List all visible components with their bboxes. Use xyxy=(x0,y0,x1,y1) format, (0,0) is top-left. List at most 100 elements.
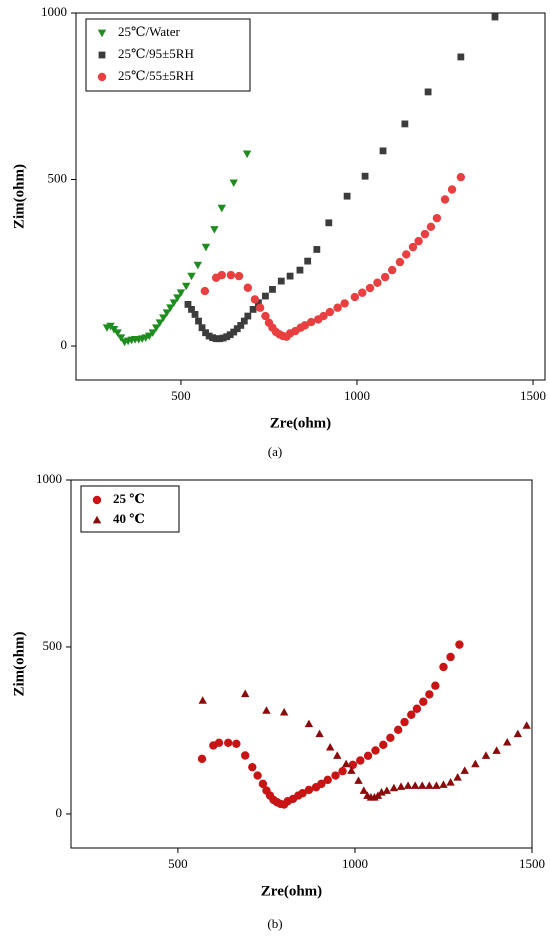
point xyxy=(307,317,316,327)
point xyxy=(286,272,294,280)
point xyxy=(184,301,192,308)
point xyxy=(325,219,333,227)
point xyxy=(331,771,340,780)
x-axis-label: Zre(ohm) xyxy=(261,883,322,899)
point xyxy=(148,329,157,337)
point xyxy=(432,781,441,789)
point xyxy=(456,172,466,182)
point xyxy=(243,283,253,292)
point xyxy=(159,314,168,322)
point xyxy=(492,746,501,754)
y-tick-label: 0 xyxy=(56,805,63,820)
point xyxy=(348,760,358,770)
legend-label: 25℃/Water xyxy=(118,24,181,39)
point xyxy=(300,321,310,330)
point xyxy=(304,719,314,728)
point xyxy=(97,29,107,38)
point xyxy=(261,311,270,321)
point xyxy=(317,779,326,789)
y-tick-label: 1000 xyxy=(41,4,67,19)
point xyxy=(277,277,285,285)
caption: (b) xyxy=(267,916,282,931)
point xyxy=(226,331,234,339)
point xyxy=(201,243,211,252)
point xyxy=(323,775,332,785)
point xyxy=(197,754,207,764)
point xyxy=(425,781,434,789)
point xyxy=(240,317,248,325)
point xyxy=(116,334,126,342)
y-tick-label: 0 xyxy=(61,337,68,352)
point xyxy=(198,324,206,332)
point xyxy=(169,299,179,307)
point xyxy=(363,751,373,761)
point xyxy=(380,272,390,282)
point xyxy=(373,278,382,287)
point xyxy=(258,779,268,789)
plot-frame xyxy=(75,12,546,381)
point xyxy=(249,305,257,313)
point xyxy=(92,515,102,524)
point xyxy=(393,725,403,734)
point xyxy=(223,333,231,341)
point xyxy=(187,272,196,281)
point xyxy=(333,303,342,312)
point xyxy=(279,707,289,716)
point xyxy=(162,309,172,317)
point xyxy=(371,746,380,755)
point xyxy=(202,329,209,337)
point xyxy=(325,742,335,751)
point xyxy=(298,789,307,798)
legend-label: 40 ℃ xyxy=(113,511,145,526)
x-axis-label: Zre(ohm) xyxy=(270,415,331,431)
point xyxy=(210,226,219,234)
point xyxy=(232,739,241,749)
point xyxy=(209,334,217,342)
point xyxy=(513,729,523,738)
point xyxy=(382,786,392,794)
point xyxy=(408,242,418,252)
point xyxy=(224,738,233,748)
caption: (a) xyxy=(268,444,282,459)
point xyxy=(315,729,324,738)
legend-label: 25℃/95±5RH xyxy=(118,46,194,61)
point xyxy=(414,236,423,246)
legend-label: 25℃/55±5RH xyxy=(118,68,194,83)
y-tick-label: 500 xyxy=(48,170,68,185)
point xyxy=(255,303,265,312)
point xyxy=(401,120,409,128)
point xyxy=(333,751,342,759)
point xyxy=(195,317,202,325)
point xyxy=(176,289,186,297)
point xyxy=(446,778,455,786)
point xyxy=(426,222,436,232)
x-tick-label: 1000 xyxy=(344,388,370,403)
point xyxy=(386,733,395,743)
point xyxy=(431,681,440,690)
x-tick-label: 1500 xyxy=(520,388,546,403)
point xyxy=(387,265,397,275)
x-tick-label: 500 xyxy=(168,856,188,871)
point xyxy=(432,213,442,223)
point xyxy=(229,179,238,188)
point xyxy=(395,257,405,267)
point xyxy=(244,312,252,320)
point xyxy=(325,307,335,317)
point xyxy=(396,782,406,790)
point xyxy=(155,319,165,327)
point xyxy=(457,53,465,61)
point xyxy=(365,283,375,293)
x-tick-label: 500 xyxy=(171,388,191,403)
point xyxy=(361,172,369,180)
point xyxy=(418,781,427,789)
point xyxy=(347,766,356,774)
point xyxy=(205,332,213,340)
point xyxy=(407,710,416,719)
point xyxy=(354,776,363,784)
point xyxy=(248,762,257,772)
x-tick-label: 1000 xyxy=(342,856,368,871)
point xyxy=(262,292,269,300)
point xyxy=(216,335,224,343)
point xyxy=(92,495,102,505)
